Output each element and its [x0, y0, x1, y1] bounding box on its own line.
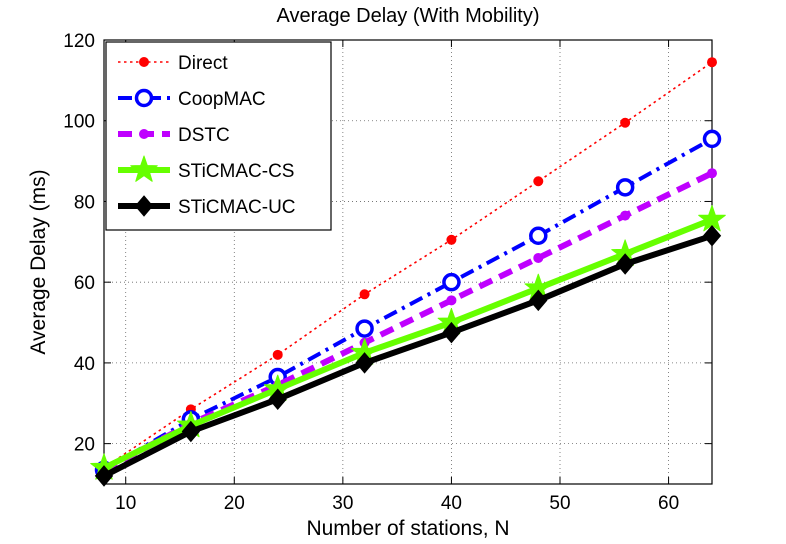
legend-entry: DSTC	[118, 125, 230, 146]
data-point	[615, 178, 635, 197]
data-point	[707, 57, 717, 68]
legend-marker	[139, 129, 149, 139]
x-tick-label: 10	[115, 493, 136, 514]
y-tick-label: 40	[74, 354, 95, 375]
data-point	[533, 176, 544, 187]
data-point	[268, 388, 287, 411]
data-point	[533, 252, 544, 263]
legend-label: DSTC	[178, 125, 230, 146]
series-layer	[90, 57, 726, 487]
tick-labels: 10 20 30 40 50 60 20 40 60 80 100 120	[63, 31, 679, 514]
series-line	[102, 232, 713, 479]
data-point	[442, 272, 461, 292]
x-tick-label: 30	[332, 493, 353, 514]
x-tick-label: 20	[224, 493, 245, 514]
legend-marker	[134, 195, 154, 217]
y-axis-label: Average Delay (ms)	[27, 169, 50, 354]
data-point	[355, 352, 374, 374]
x-tick-label: 40	[441, 493, 462, 514]
plot-frame	[103, 39, 713, 485]
legend-entry: Direct	[118, 53, 228, 74]
legend-label: CoopMAC	[178, 89, 266, 110]
data-point	[620, 210, 631, 221]
data-point	[446, 295, 457, 306]
y-tick-label: 120	[63, 31, 95, 52]
legend-entry: CoopMAC	[118, 88, 266, 110]
y-tick-label: 80	[74, 192, 95, 213]
legend-entry: STiCMAC-UC	[118, 195, 296, 218]
legend-marker	[134, 88, 154, 108]
series-line	[102, 137, 713, 472]
data-point	[446, 234, 457, 245]
data-point	[702, 129, 722, 149]
data-point	[620, 117, 631, 128]
x-axis-label: Number of stations, N	[306, 517, 509, 540]
data-point	[355, 319, 374, 338]
legend: Direct CoopMAC DSTC STiCMAC-CS STiCMAC-UC	[105, 41, 332, 231]
series-sticmac-uc	[94, 224, 722, 487]
data-point	[359, 289, 370, 300]
data-point	[181, 420, 201, 443]
legend-label: STiCMAC-CS	[178, 161, 294, 182]
data-point	[615, 253, 635, 275]
series-line	[103, 61, 713, 469]
legend-marker	[130, 155, 158, 182]
data-point	[707, 168, 717, 179]
y-tick-label: 60	[74, 273, 95, 294]
y-tick-label: 20	[74, 435, 95, 456]
legend-marker	[139, 57, 149, 67]
data-point	[272, 349, 283, 360]
series-line	[102, 216, 714, 471]
data-point	[442, 321, 461, 344]
legend-entry: STiCMAC-CS	[118, 155, 294, 182]
legend-label: STiCMAC-UC	[178, 197, 296, 218]
data-point	[94, 465, 114, 487]
x-tick-label: 60	[658, 493, 679, 514]
chart-title: Average Delay (With Mobility)	[276, 5, 539, 27]
x-tick-label: 50	[549, 493, 570, 514]
data-point	[702, 224, 722, 247]
data-point	[529, 289, 548, 312]
legend-label: Direct	[178, 53, 228, 74]
series-sticmac-cs	[90, 205, 726, 480]
y-tick-label: 100	[63, 112, 95, 133]
data-point	[529, 226, 548, 246]
